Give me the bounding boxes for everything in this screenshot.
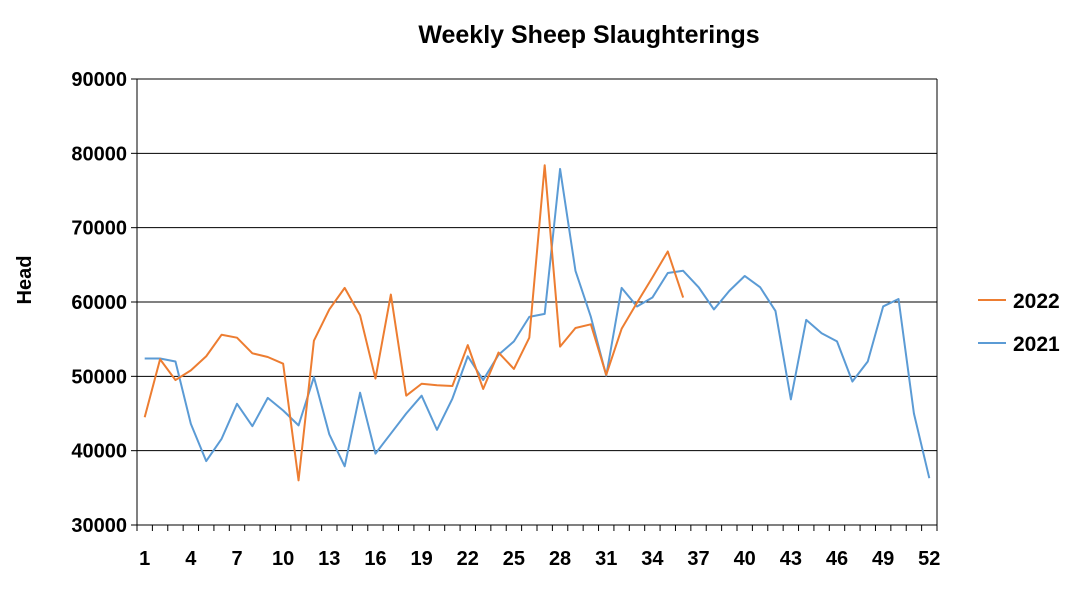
x-tick-marks [136,525,938,531]
x-tick-label-40: 40 [734,548,756,570]
x-tick-label-34: 34 [641,548,664,570]
x-tick-label-43: 43 [780,548,802,570]
legend: 2022 2021 [978,290,1060,356]
x-tick-label-25: 25 [503,548,525,570]
y-axis-title: Head [14,256,36,305]
legend-label-2021: 2021 [1013,333,1060,356]
x-tick-labels: 1 4 7 10 13 16 19 22 25 28 31 34 37 40 43 46 49 52 [139,548,940,570]
x-tick-label-10: 10 [272,548,294,570]
y-tick-label-50000: 50000 [71,366,127,388]
x-tick-label-46: 46 [826,548,848,570]
series-line-2021 [144,167,931,479]
x-tick-label-1: 1 [139,548,150,570]
x-tick-label-37: 37 [687,548,709,570]
x-tick-label-13: 13 [318,548,340,570]
y-tick-label-90000: 90000 [71,69,127,91]
x-tick-label-49: 49 [872,548,894,570]
y-tick-label-40000: 40000 [71,441,127,463]
chart-title: Weekly Sheep Slaughterings [418,21,759,49]
y-tick-label-70000: 70000 [71,218,127,240]
x-tick-label-7: 7 [231,548,242,570]
x-tick-label-31: 31 [595,548,617,570]
y-tick-labels: 30000 40000 50000 60000 70000 80000 90000 [71,69,137,537]
x-tick-label-22: 22 [457,548,479,570]
x-tick-label-19: 19 [410,548,432,570]
x-tick-label-16: 16 [364,548,386,570]
y-tick-label-30000: 30000 [71,515,127,537]
series-lines [143,164,931,482]
legend-label-2022: 2022 [1013,290,1060,313]
x-tick-label-52: 52 [918,548,940,570]
x-tick-label-28: 28 [549,548,571,570]
y-tick-label-80000: 80000 [71,143,127,165]
y-tick-label-60000: 60000 [71,292,127,314]
series-line-2022 [143,164,685,482]
x-tick-label-4: 4 [185,548,197,570]
gridlines [137,78,937,452]
